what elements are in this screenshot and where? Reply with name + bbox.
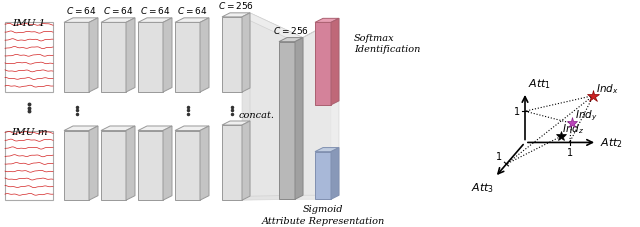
Text: Sigmoid
Attribute Representation: Sigmoid Attribute Representation [261,204,385,225]
Text: $Ind_x$: $Ind_x$ [596,81,619,95]
Polygon shape [250,14,303,196]
Polygon shape [175,23,200,93]
Polygon shape [331,19,339,105]
Polygon shape [126,126,135,200]
Text: $C=64$: $C=64$ [66,5,96,16]
Polygon shape [101,23,126,93]
Polygon shape [222,126,242,200]
Polygon shape [64,126,98,131]
Text: $C=64$: $C=64$ [103,5,133,16]
Text: IMU m: IMU m [11,127,47,136]
Polygon shape [138,19,172,23]
Polygon shape [331,148,339,199]
Polygon shape [89,19,98,93]
Text: $Att_3$: $Att_3$ [471,180,494,194]
Polygon shape [138,126,172,131]
Text: $C=64$: $C=64$ [177,5,207,16]
Polygon shape [315,23,331,105]
Polygon shape [242,121,250,200]
Text: concat.: concat. [239,111,275,120]
Polygon shape [303,19,339,195]
Polygon shape [163,126,172,200]
Text: $C=256$: $C=256$ [218,0,254,11]
Polygon shape [242,14,303,42]
Text: $Ind_z$: $Ind_z$ [562,121,584,135]
Polygon shape [295,23,331,199]
Polygon shape [101,131,126,200]
Text: $Ind_y$: $Ind_y$ [575,109,597,123]
Polygon shape [242,18,295,200]
Polygon shape [222,18,242,93]
Polygon shape [295,19,339,42]
Polygon shape [101,19,135,23]
Polygon shape [126,19,135,93]
Polygon shape [101,126,135,131]
Polygon shape [315,19,339,23]
Text: IMU 1: IMU 1 [12,19,45,28]
Text: 1: 1 [566,147,573,157]
Polygon shape [200,19,209,93]
Polygon shape [138,23,163,93]
Text: $Att_1$: $Att_1$ [528,77,551,91]
Text: $C=64$: $C=64$ [140,5,170,16]
Polygon shape [64,19,98,23]
Polygon shape [222,121,250,126]
Polygon shape [163,19,172,93]
Polygon shape [295,38,303,199]
Polygon shape [138,131,163,200]
Polygon shape [175,131,200,200]
Polygon shape [64,23,89,93]
Polygon shape [175,19,209,23]
Polygon shape [222,14,250,18]
Polygon shape [5,23,53,93]
Text: Softmax
Identification: Softmax Identification [354,33,420,54]
Polygon shape [279,42,295,199]
Polygon shape [175,126,209,131]
Polygon shape [64,131,89,200]
Polygon shape [279,38,303,42]
Polygon shape [315,152,331,199]
Polygon shape [5,131,53,200]
Text: 1: 1 [496,152,502,162]
Text: $Att_2$: $Att_2$ [600,136,623,150]
Polygon shape [200,126,209,200]
Polygon shape [242,14,250,93]
Text: $C=256$: $C=256$ [273,25,309,36]
Polygon shape [315,148,339,152]
Text: 1: 1 [514,107,520,117]
Polygon shape [89,126,98,200]
